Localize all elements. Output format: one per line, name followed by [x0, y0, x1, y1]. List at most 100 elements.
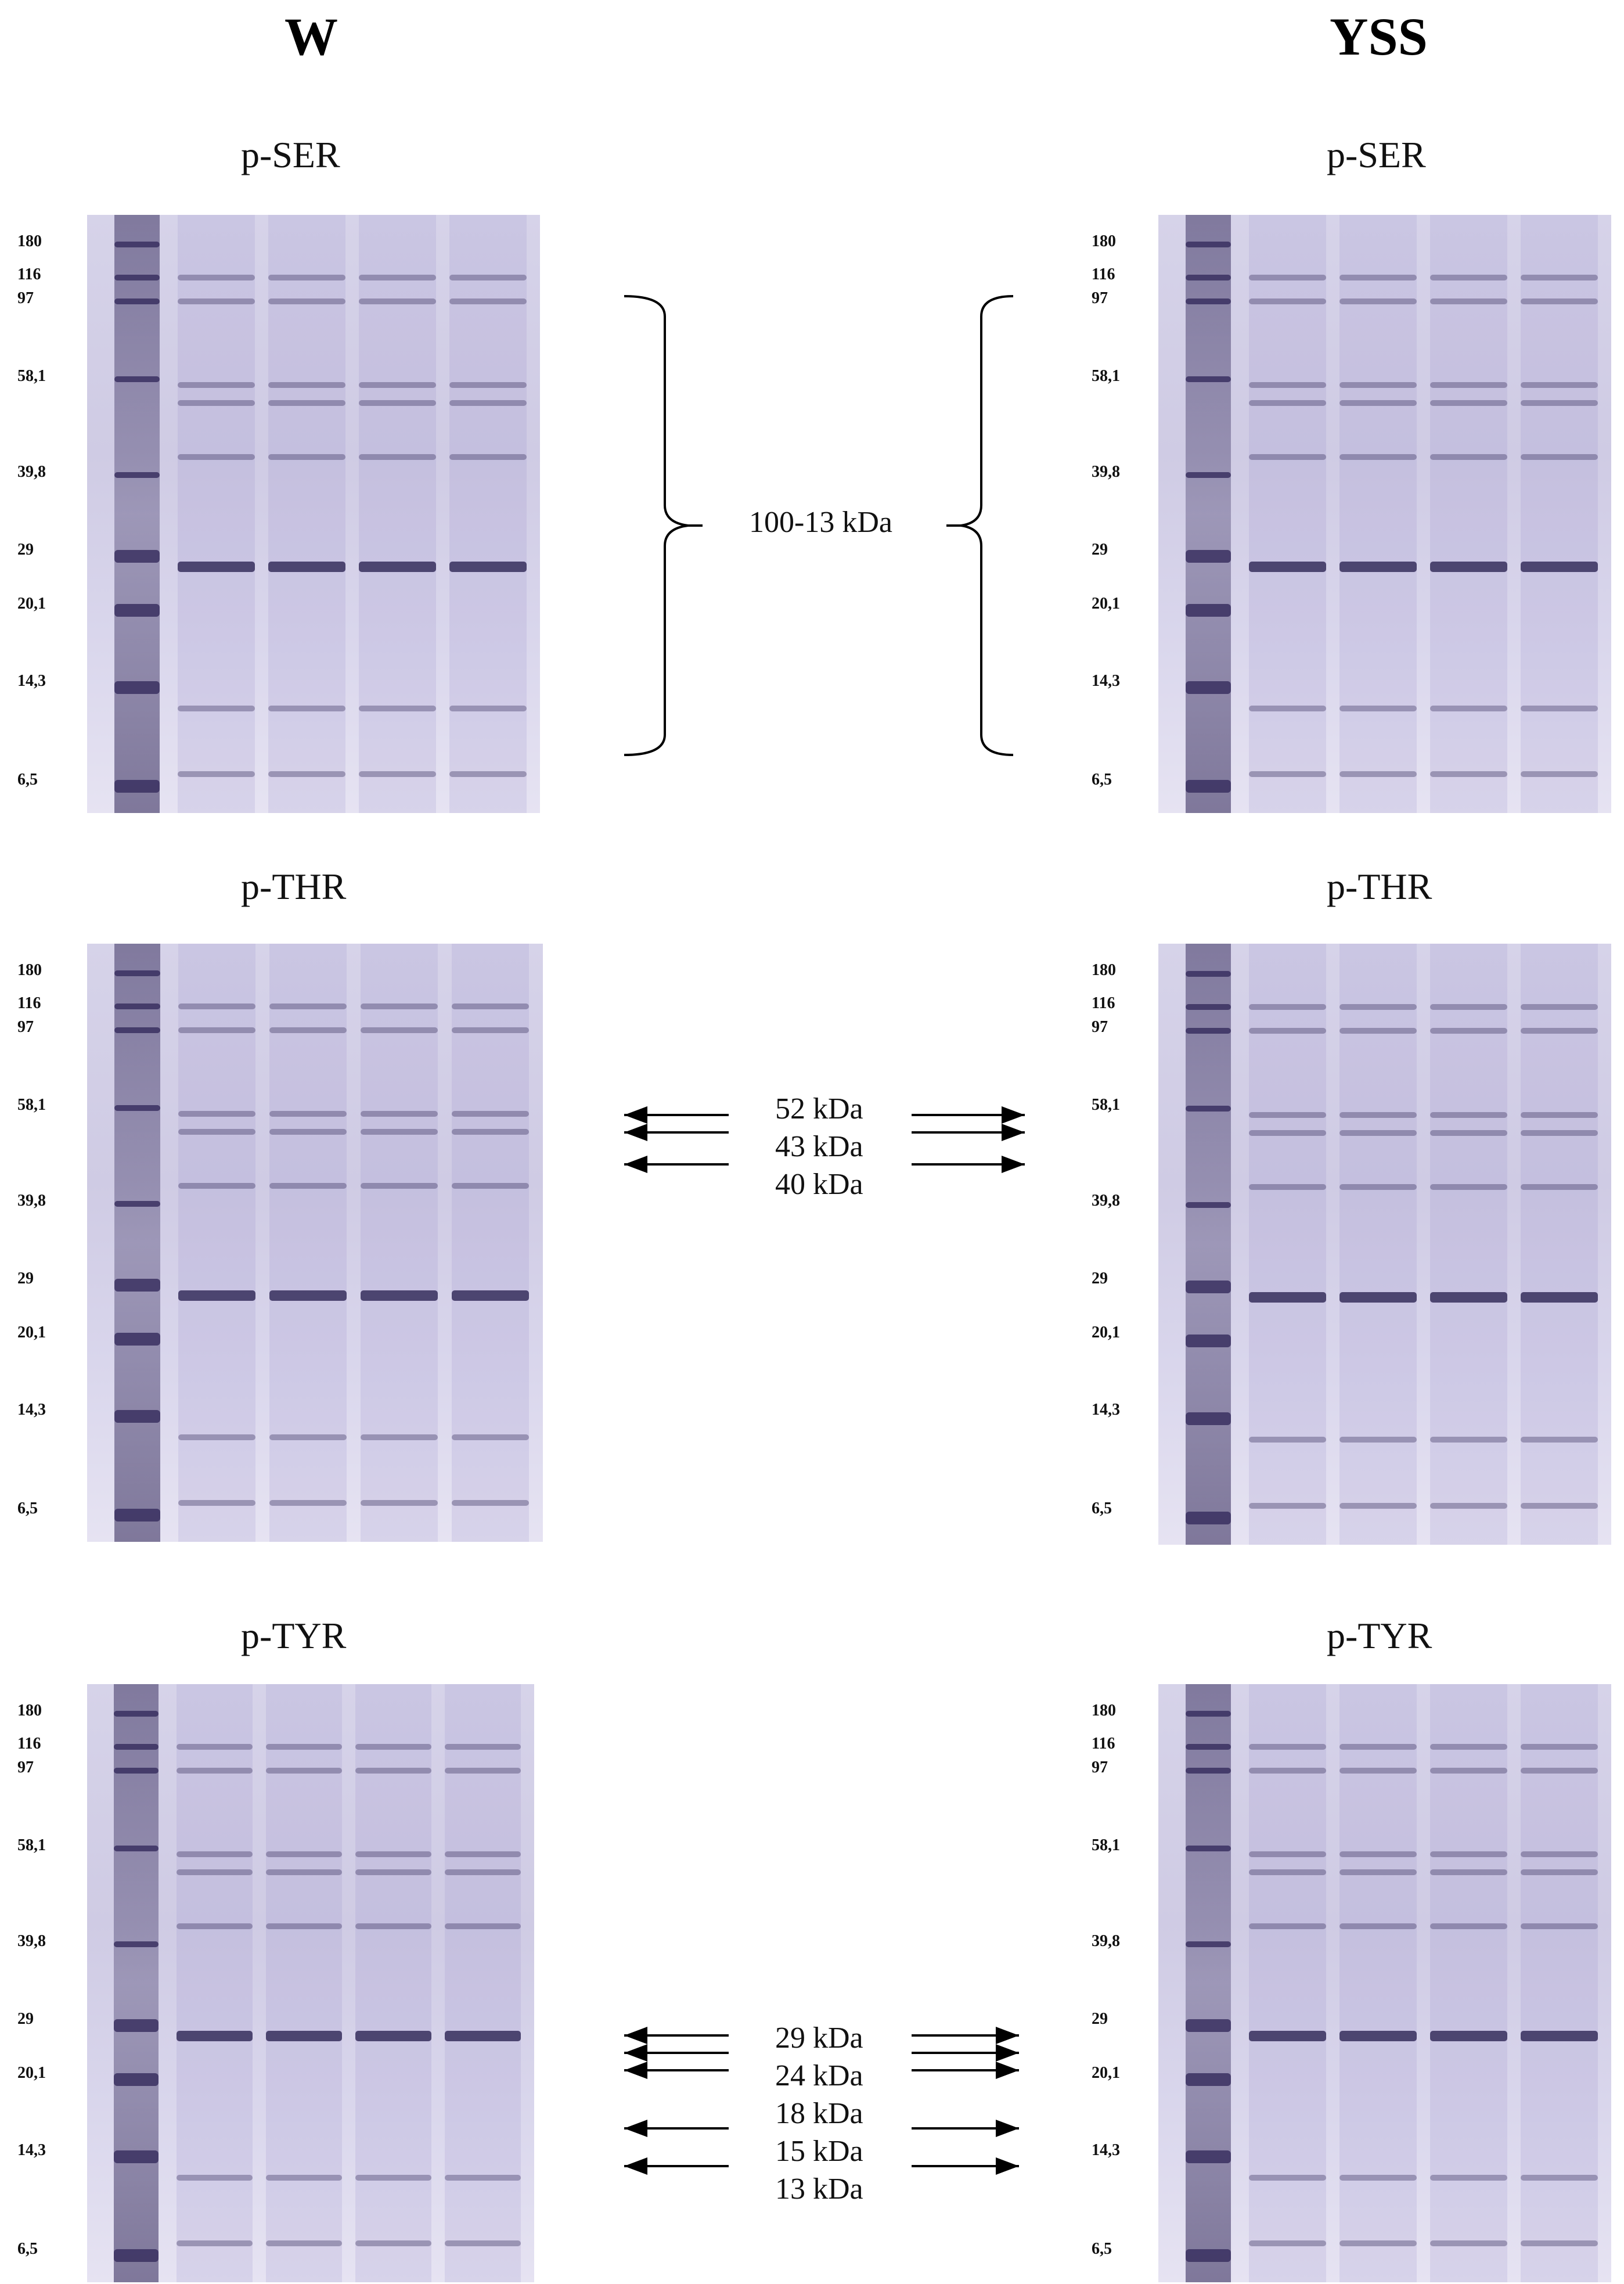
- protein-band: [269, 1129, 347, 1135]
- sample-lane: [355, 1684, 431, 2282]
- ladder-band: [1185, 376, 1231, 383]
- marker-label: 29: [17, 2009, 34, 2028]
- protein-band: [1521, 454, 1598, 460]
- protein-band: [1521, 2031, 1598, 2042]
- protein-band: [1249, 771, 1326, 777]
- protein-band: [355, 1869, 431, 1876]
- protein-band: [449, 771, 527, 777]
- marker-label: 6,5: [1092, 2240, 1112, 2258]
- sample-lane: [178, 944, 256, 1542]
- protein-band: [1249, 1027, 1326, 1034]
- protein-band: [359, 562, 436, 573]
- protein-band: [355, 1744, 431, 1750]
- ladder-lane: [1185, 1684, 1231, 2282]
- ladder-band: [1185, 2073, 1231, 2086]
- protein-band: [268, 771, 345, 777]
- protein-band: [1521, 1112, 1598, 1118]
- protein-band: [452, 1111, 530, 1117]
- protein-band: [1521, 771, 1598, 777]
- sample-lane: [268, 215, 345, 813]
- marker-label: 39,8: [1092, 1191, 1120, 1210]
- protein-band: [268, 275, 345, 280]
- ladder-band: [1185, 1003, 1231, 1010]
- protein-band: [266, 2031, 342, 2042]
- protein-band: [1430, 771, 1507, 777]
- protein-band: [449, 275, 527, 280]
- protein-band: [269, 1183, 347, 1189]
- ladder-band: [1185, 275, 1231, 280]
- sample-lane: [1249, 215, 1326, 813]
- protein-band: [449, 382, 527, 389]
- protein-band: [178, 1129, 256, 1135]
- ladder-band: [114, 1410, 160, 1423]
- protein-band: [445, 1869, 521, 1876]
- protein-band: [1339, 1184, 1417, 1190]
- marker-label: 116: [1092, 994, 1115, 1012]
- marker-label: 180: [1092, 961, 1116, 980]
- ladder-band: [1185, 2249, 1231, 2263]
- protein-band: [1339, 1003, 1417, 1010]
- protein-band: [177, 1768, 253, 1774]
- marker-label: 39,8: [17, 1191, 46, 1210]
- protein-band: [1430, 1027, 1507, 1034]
- ladder-band: [1185, 1768, 1231, 1774]
- ladder-band: [114, 1768, 159, 1774]
- protein-band: [178, 298, 255, 305]
- arrow-head: [624, 1106, 647, 1124]
- kda-range-label: 100-13 kDa: [749, 506, 892, 539]
- protein-band: [1430, 454, 1507, 460]
- sample-lane: [1339, 944, 1417, 1545]
- bracket-right: [960, 295, 1014, 756]
- protein-band: [178, 1027, 256, 1034]
- protein-band: [1430, 400, 1507, 407]
- ladder-lane: [114, 215, 160, 813]
- protein-band: [266, 2174, 342, 2181]
- protein-band: [1339, 1130, 1417, 1136]
- protein-band: [1521, 1003, 1598, 1010]
- sample-lane: [361, 944, 438, 1542]
- ladder-band: [1185, 603, 1231, 617]
- protein-band: [359, 400, 436, 407]
- protein-band: [1521, 705, 1598, 711]
- ladder-band: [1185, 1027, 1231, 1034]
- gel-w-ser: [87, 215, 540, 813]
- bracket-left: [624, 295, 689, 756]
- marker-label: 180: [1092, 232, 1116, 251]
- protein-band: [1339, 2240, 1417, 2246]
- protein-band: [452, 1499, 530, 1506]
- protein-band: [1430, 1112, 1507, 1118]
- marker-label: 180: [17, 1702, 42, 1720]
- column-title-yss: YSS: [1330, 7, 1428, 66]
- marker-label: 116: [17, 994, 41, 1012]
- protein-band: [178, 1111, 256, 1117]
- marker-label: 180: [17, 961, 42, 980]
- marker-label: 14,3: [17, 672, 46, 690]
- protein-band: [266, 1851, 342, 1858]
- marker-label: 6,5: [17, 2240, 38, 2258]
- sample-lane: [178, 215, 255, 813]
- ladder-band: [114, 549, 160, 563]
- ladder-band: [1185, 1334, 1231, 1347]
- ladder-band: [114, 275, 160, 280]
- protein-band: [268, 454, 345, 460]
- protein-band: [1249, 1502, 1326, 1509]
- marker-label: 180: [17, 232, 42, 251]
- sample-lane: [1521, 1684, 1598, 2282]
- ladder-band: [1185, 681, 1231, 695]
- protein-band: [1521, 1184, 1598, 1190]
- protein-band: [359, 298, 436, 305]
- ladder-band: [1185, 298, 1231, 305]
- protein-band: [1249, 1869, 1326, 1876]
- protein-band: [269, 1027, 347, 1034]
- kda-tyr-2: 24 kDa: [775, 2059, 863, 2092]
- protein-band: [1430, 1768, 1507, 1774]
- protein-band: [1521, 2240, 1598, 2246]
- ladder-band: [114, 376, 160, 383]
- protein-band: [449, 298, 527, 305]
- gel-yss-thr: [1158, 944, 1611, 1545]
- protein-band: [1249, 1112, 1326, 1118]
- protein-band: [361, 1111, 438, 1117]
- protein-band: [355, 2240, 431, 2246]
- protein-band: [1521, 298, 1598, 305]
- marker-label: 20,1: [1092, 1323, 1120, 1341]
